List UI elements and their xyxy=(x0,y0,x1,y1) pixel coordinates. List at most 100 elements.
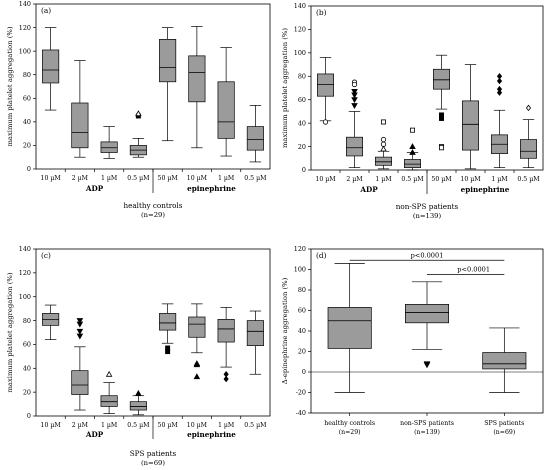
x-tick-label: 1 µM xyxy=(101,175,118,182)
y-tick-label: 100 xyxy=(19,293,31,301)
outlier-point xyxy=(351,89,358,95)
y-tick-label: 60 xyxy=(23,94,31,102)
x-tick-label: 0.5 µM xyxy=(401,176,424,183)
x-tick-label: 10 µM xyxy=(41,175,62,182)
box-iqr xyxy=(159,39,177,83)
x-tick-label: 0.5 µM xyxy=(244,422,267,429)
box-plot xyxy=(71,60,89,158)
panel-label: (b) xyxy=(316,8,327,17)
outlier-point xyxy=(105,370,113,377)
y-tick-label: 80 xyxy=(298,72,306,80)
y-tick-label: 140 xyxy=(19,245,31,253)
chart-panel-3: -40 -20 0 20 40 60 80 100 120 Δ-epinephrine aggre… xyxy=(281,245,544,436)
box-plot xyxy=(188,26,206,149)
panel-caption: SPS patients xyxy=(130,449,177,458)
outlier-point xyxy=(525,104,532,112)
x-tick-label: 2 µM xyxy=(72,175,89,182)
outlier-point xyxy=(496,77,503,85)
y-axis-title: maximum platelet aggregation (%) xyxy=(6,26,14,146)
box-plot xyxy=(217,307,235,383)
x-tick-label: 0.5 µM xyxy=(127,175,150,182)
y-tick-label: 100 xyxy=(294,49,306,57)
box-plot xyxy=(404,281,450,369)
box-plot xyxy=(462,64,479,170)
outlier-point xyxy=(165,349,171,355)
group-label: ADP xyxy=(85,184,104,193)
outlier-point xyxy=(439,145,444,151)
outlier-point xyxy=(381,119,386,125)
y-tick-label: 140 xyxy=(19,0,31,8)
y-tick-label: 60 xyxy=(23,341,31,349)
box-plot xyxy=(188,303,206,380)
box-plot xyxy=(246,105,264,163)
group-label: ADP xyxy=(85,430,104,439)
x-tick-label: 50 µM xyxy=(431,176,452,183)
y-tick-label: -40 xyxy=(296,409,306,417)
box-iqr xyxy=(404,159,421,169)
panel-caption: healthy controls xyxy=(124,201,183,210)
group-label: epinephrine xyxy=(187,430,236,439)
box-iqr xyxy=(462,100,479,151)
box-plot xyxy=(42,304,60,341)
box-iqr xyxy=(71,102,89,149)
x-tick-label: 10 µM xyxy=(187,422,208,429)
y-tick-label: 120 xyxy=(19,24,31,32)
box-plot xyxy=(346,79,363,169)
y-tick-label: 40 xyxy=(23,364,31,372)
box-iqr xyxy=(188,55,206,103)
box-plot xyxy=(327,263,372,393)
outlier-point xyxy=(409,149,416,155)
outlier-point xyxy=(135,389,142,396)
y-tick-label: 20 xyxy=(298,348,306,356)
outlier-point xyxy=(351,81,358,88)
outlier-point xyxy=(322,119,329,125)
panel-caption-n: (n=29) xyxy=(141,211,165,219)
box-plot xyxy=(433,54,450,151)
outlier-point xyxy=(380,145,387,152)
box-iqr xyxy=(520,139,537,159)
x-tick-label: 0.5 µM xyxy=(127,422,150,429)
x-tick-label: 2 µM xyxy=(346,176,363,183)
x-tick-label: healthy controls xyxy=(324,420,375,427)
box-plot xyxy=(42,27,60,111)
outlier-point xyxy=(76,318,84,324)
outlier-point xyxy=(223,375,229,383)
y-tick-label: 40 xyxy=(298,119,306,127)
x-tick-label: 1 µM xyxy=(491,176,508,183)
box-plot xyxy=(129,110,147,158)
panel-label: (a) xyxy=(41,6,51,15)
box-iqr xyxy=(433,68,450,90)
outlier-point xyxy=(135,110,142,117)
y-tick-label: 0 xyxy=(27,165,31,173)
panel-label: (c) xyxy=(41,251,51,260)
chart-panel-0: 0 20 40 60 80 100 120 140 maximum platelet aggre… xyxy=(6,0,271,219)
x-tick-label: 50 µM xyxy=(158,422,179,429)
y-tick-label: 60 xyxy=(298,307,306,315)
plot-frame xyxy=(35,3,271,170)
box-iqr xyxy=(217,81,235,139)
outlier-point xyxy=(496,89,503,96)
significance-label: p<0.0001 xyxy=(411,251,444,259)
box-iqr xyxy=(71,370,89,395)
group-label: ADP xyxy=(359,185,378,194)
box-iqr xyxy=(188,316,206,338)
x-tick-label: 1 µM xyxy=(218,175,235,182)
panel-label: (d) xyxy=(316,251,327,260)
box-iqr xyxy=(375,156,392,166)
x-tick-label: 1 µM xyxy=(218,422,235,429)
outlier-point xyxy=(76,333,84,340)
y-tick-label: 0 xyxy=(302,166,306,174)
outlier-point xyxy=(193,373,201,380)
x-tick-label: 10 µM xyxy=(460,176,481,183)
y-tick-label: 100 xyxy=(19,47,31,55)
plot-frame xyxy=(35,248,271,417)
panel-caption-n: (n=69) xyxy=(141,459,165,467)
x-tick-label: 10 µM xyxy=(41,422,62,429)
y-axis-title: maximum platelet aggregation (%) xyxy=(6,272,14,392)
y-tick-label: 80 xyxy=(23,317,31,325)
x-tick-label: 10 µM xyxy=(315,176,336,183)
y-tick-label: 140 xyxy=(294,2,306,10)
y-tick-label: 40 xyxy=(298,327,306,335)
outlier-point xyxy=(410,127,415,133)
